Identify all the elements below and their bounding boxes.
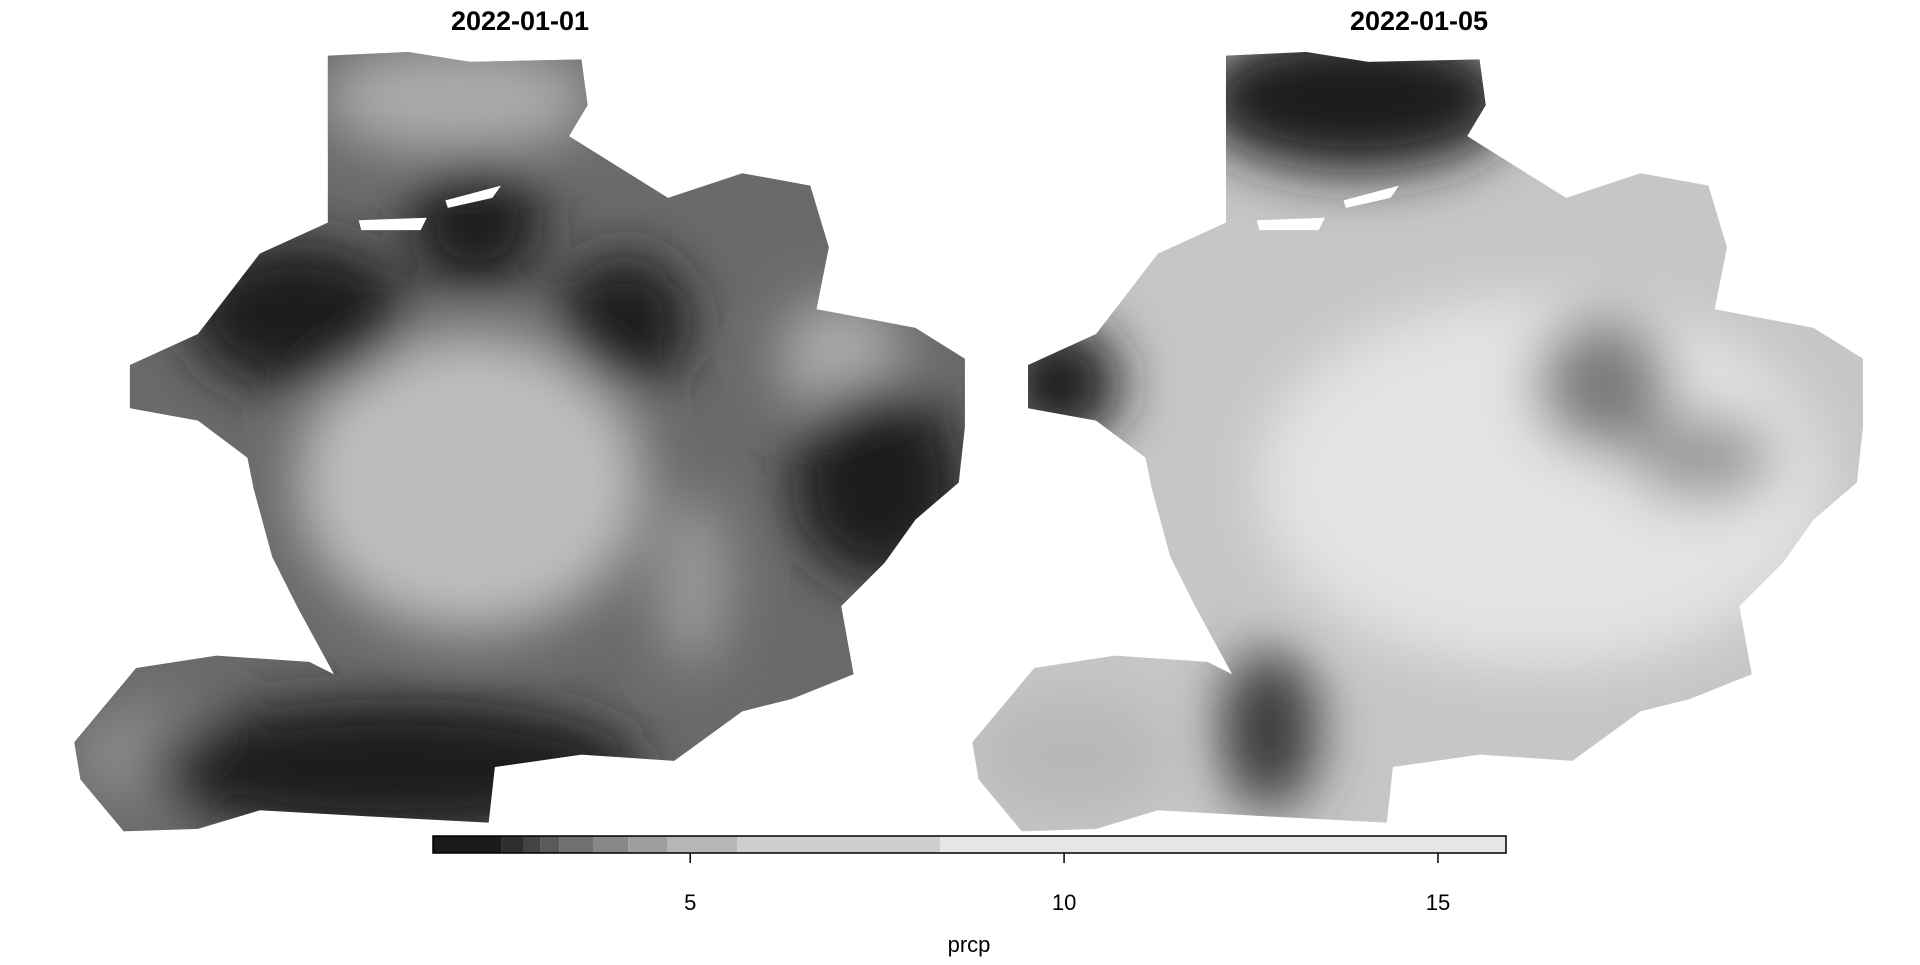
maps bbox=[74, 51, 1864, 832]
panel-title: 2022-01-05 bbox=[1350, 6, 1488, 36]
legend-swatch bbox=[433, 836, 502, 853]
legend-swatch bbox=[737, 836, 940, 853]
legend-swatch bbox=[559, 836, 594, 853]
legend-swatch bbox=[501, 836, 524, 853]
legend-swatch bbox=[939, 836, 1506, 853]
legend-swatch bbox=[540, 836, 560, 853]
legend-swatch bbox=[628, 836, 668, 853]
map-panel-1 bbox=[74, 51, 965, 832]
legend-swatch bbox=[667, 836, 738, 853]
legend-title: prcp bbox=[948, 932, 991, 957]
map-panel-2 bbox=[972, 51, 1864, 832]
legend-swatch bbox=[593, 836, 629, 853]
legend-frame bbox=[432, 835, 1507, 854]
panel-title: 2022-01-01 bbox=[451, 6, 589, 36]
tick-label: 10 bbox=[1052, 890, 1076, 915]
legend-swatch bbox=[523, 836, 541, 853]
tick-label: 15 bbox=[1426, 890, 1450, 915]
tick-label: 5 bbox=[684, 890, 696, 915]
